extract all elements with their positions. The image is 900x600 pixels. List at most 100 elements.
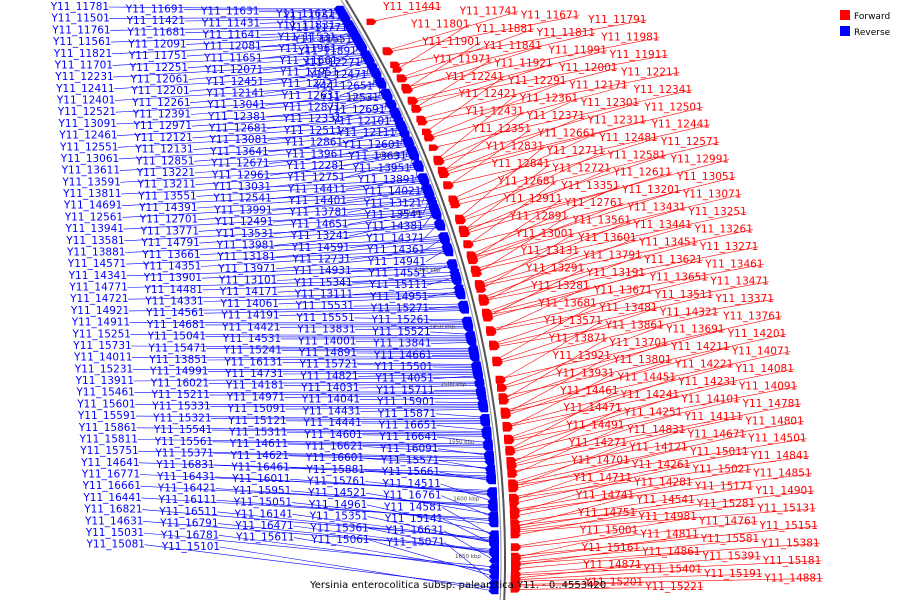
gene-label: Y11_12171 xyxy=(568,80,627,92)
gene-label: Y11_15181 xyxy=(762,555,821,567)
leader-line xyxy=(514,578,823,585)
leader-line xyxy=(511,425,625,475)
leader-line xyxy=(136,427,488,432)
leader-line xyxy=(463,163,551,231)
gene-arrow xyxy=(487,504,498,512)
gene-label: Y11_12691 xyxy=(326,104,385,116)
leader-line xyxy=(360,408,485,412)
gene-label: Y11_14081 xyxy=(734,363,793,375)
leader-line xyxy=(137,439,489,445)
gene-label: Y11_12551 xyxy=(59,141,118,153)
leader-line xyxy=(197,192,429,209)
gene-label: Y11_16461 xyxy=(230,462,289,474)
leader-line xyxy=(275,241,446,258)
gene-arrow xyxy=(408,98,419,105)
leader-line xyxy=(264,75,378,94)
leader-line xyxy=(452,133,597,199)
backbone-ticks: 1200 kbp 1250 kbp 1300 kbp 1350 kbp 1400 kbp… xyxy=(319,38,482,560)
legend-reverse-label: Reverse xyxy=(854,28,891,38)
gene-label: Y11_15191 xyxy=(703,568,762,580)
gene-arrow xyxy=(469,355,480,362)
leader-line xyxy=(510,407,622,464)
gene-label: Y11_16761 xyxy=(382,490,441,502)
gene-label: Y11_13931 xyxy=(555,367,614,379)
gene-label: Y11_16471 xyxy=(234,520,293,532)
gene-arrow xyxy=(497,385,508,392)
gene-label: Y11_11881 xyxy=(474,23,533,35)
leader-line xyxy=(431,342,473,344)
gene-label: Y11_15731 xyxy=(72,340,131,352)
leader-line xyxy=(483,246,759,302)
genome-backbone xyxy=(340,0,506,600)
gene-label: Y11_14701 xyxy=(570,455,629,467)
gene-label: Y11_12001 xyxy=(558,62,617,74)
leader-line xyxy=(121,179,425,195)
leader-line xyxy=(437,98,579,161)
gene-label: Y11_13081 xyxy=(209,134,268,146)
leader-line xyxy=(118,142,410,160)
leader-line xyxy=(186,35,356,45)
leader-line xyxy=(432,366,478,369)
label-leader-lines xyxy=(108,6,823,592)
leader-line xyxy=(512,442,628,488)
leader-line xyxy=(354,317,468,321)
leader-line xyxy=(514,499,695,530)
leader-line xyxy=(265,91,386,106)
gene-label: Y11_14071 xyxy=(731,346,790,358)
leader-line xyxy=(505,359,672,416)
gene-label: Y11_16511 xyxy=(158,506,217,518)
gene-label: Y11_14891 xyxy=(298,347,357,359)
tick-label: 1550 kbp xyxy=(449,439,475,445)
leader-line xyxy=(285,407,484,410)
gene-label: Y11_14451 xyxy=(617,372,676,384)
leader-line xyxy=(442,115,586,174)
leader-line xyxy=(277,281,458,293)
legend-forward-label: Forward xyxy=(854,12,890,22)
leader-line xyxy=(212,441,489,447)
leader-line xyxy=(346,187,428,202)
gene-label: Y11_13431 xyxy=(626,202,685,214)
leader-line xyxy=(368,528,496,555)
gene-label: Y11_12251 xyxy=(129,62,188,74)
leader-line xyxy=(447,124,711,185)
gene-label: Y11_15001 xyxy=(579,524,638,536)
gene-label: Y11_15321 xyxy=(152,412,211,424)
leader-line xyxy=(131,356,476,358)
gene-label: Y11_13101 xyxy=(218,275,277,287)
leader-line xyxy=(512,447,688,490)
gene-arrow xyxy=(507,471,518,478)
leader-line xyxy=(471,189,681,257)
leader-line xyxy=(211,429,488,434)
leader-line xyxy=(442,518,496,546)
gene-label: Y11_14621 xyxy=(230,450,289,462)
leader-line xyxy=(185,27,352,33)
leader-line xyxy=(207,370,478,373)
gene-label: Y11_12531 xyxy=(320,92,379,104)
leader-line xyxy=(514,551,701,569)
gene-label: Y11_15541 xyxy=(153,424,212,436)
leader-line xyxy=(127,278,457,288)
gene-arrow xyxy=(487,492,497,499)
gene-label: Y11_15501 xyxy=(374,361,433,373)
gene-label: Y11_14511 xyxy=(382,478,441,490)
leader-line xyxy=(512,438,807,487)
gene-label: Y11_13631 xyxy=(347,151,406,163)
leader-line xyxy=(504,355,612,415)
leader-line xyxy=(133,377,480,382)
gene-label: Y11_14801 xyxy=(744,415,803,427)
gene-label: Y11_15661 xyxy=(381,466,440,478)
leader-line xyxy=(514,569,703,581)
gene-label: Y11_15171 xyxy=(694,481,753,493)
gene-label: Y11_15031 xyxy=(85,527,144,539)
leader-line xyxy=(412,54,669,102)
leader-line xyxy=(293,525,496,553)
gene-label: Y11_13111 xyxy=(294,289,353,301)
leader-line xyxy=(367,516,495,544)
leader-line xyxy=(400,28,534,78)
gene-label: Y11_13621 xyxy=(643,254,702,266)
leader-line xyxy=(129,322,469,324)
gene-label: Y11_14631 xyxy=(84,515,143,527)
gene-label: Y11_11791 xyxy=(587,14,646,26)
gene-label: Y11_12661 xyxy=(537,128,596,140)
leader-line xyxy=(406,41,481,89)
